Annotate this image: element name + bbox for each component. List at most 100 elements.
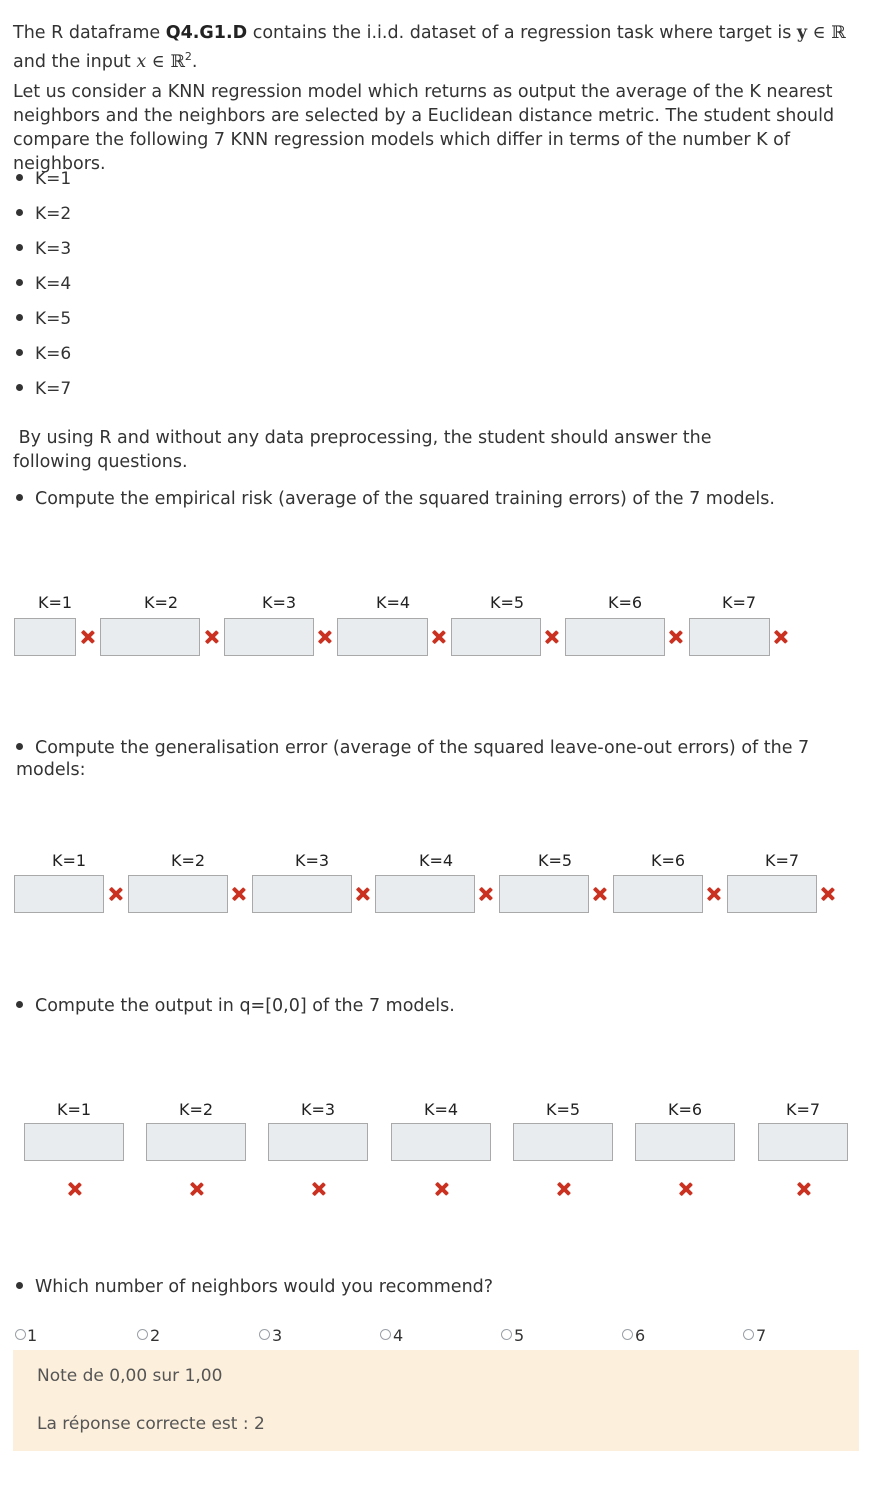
model-label: K=7	[35, 379, 72, 399]
column-label: K=1	[37, 593, 73, 612]
input-exponent: 2	[184, 50, 192, 63]
model-list-item: K=5	[16, 308, 71, 330]
model-label: K=1	[35, 169, 72, 189]
question-generalisation-error: Compute the generalisation error (averag…	[16, 737, 876, 781]
column-label: K=3	[300, 1100, 336, 1119]
radio-label: 6	[635, 1326, 646, 1345]
column-label: K=5	[537, 851, 573, 870]
intro-text: and the input	[13, 51, 137, 72]
radio-label: 3	[272, 1326, 283, 1345]
cross-icon	[773, 630, 787, 644]
cross-icon	[80, 630, 94, 644]
empirical-risk-input-k5[interactable]	[451, 618, 541, 656]
column-label: K=5	[489, 593, 525, 612]
generalisation-input-k2[interactable]	[128, 875, 228, 913]
column-label: K=6	[667, 1100, 703, 1119]
cross-icon	[355, 887, 369, 901]
dataset-name: Q4.G1.D	[165, 23, 248, 43]
radio-option-1[interactable]	[15, 1329, 26, 1340]
cross-icon	[231, 887, 245, 901]
real-set-symbol: ℝ	[831, 23, 846, 43]
intro-paragraph: The R dataframe Q4.G1.D contains the i.i…	[13, 21, 863, 74]
output-input-k4[interactable]	[391, 1123, 491, 1161]
element-of-symbol: ∈	[146, 51, 171, 72]
generalisation-input-k7[interactable]	[727, 875, 817, 913]
column-label: K=1	[51, 851, 87, 870]
empirical-risk-input-k4[interactable]	[337, 618, 428, 656]
output-input-k3[interactable]	[268, 1123, 368, 1161]
bullet-icon	[16, 313, 23, 321]
output-input-k2[interactable]	[146, 1123, 246, 1161]
question-text: Compute the generalisation error (averag…	[16, 738, 810, 780]
generalisation-input-k5[interactable]	[499, 875, 589, 913]
cross-icon	[668, 630, 682, 644]
column-label: K=4	[423, 1100, 459, 1119]
cross-icon	[204, 630, 218, 644]
column-label: K=6	[650, 851, 686, 870]
intro-text: The R dataframe	[13, 23, 166, 43]
empirical-risk-input-k7[interactable]	[689, 618, 770, 656]
cross-icon	[311, 1182, 325, 1196]
generalisation-input-k3[interactable]	[252, 875, 352, 913]
empirical-risk-input-k3[interactable]	[224, 618, 314, 656]
radio-label: 1	[27, 1326, 38, 1345]
model-list-item: K=2	[16, 203, 71, 225]
bullet-icon	[16, 742, 23, 750]
element-of-symbol: ∈	[807, 23, 832, 43]
cross-icon	[434, 1182, 448, 1196]
column-label: K=5	[545, 1100, 581, 1119]
output-input-k5[interactable]	[513, 1123, 613, 1161]
output-input-k7[interactable]	[758, 1123, 848, 1161]
bullet-icon	[16, 383, 23, 391]
question-text: Which number of neighbors would you reco…	[35, 1277, 494, 1297]
bullet-icon	[16, 278, 23, 286]
target-symbol: y	[796, 23, 808, 43]
radio-label: 4	[393, 1326, 404, 1345]
column-label: K=6	[607, 593, 643, 612]
model-label: K=4	[35, 274, 72, 294]
cross-icon	[317, 630, 331, 644]
column-label: K=2	[178, 1100, 214, 1119]
column-label: K=2	[170, 851, 206, 870]
column-label: K=7	[785, 1100, 821, 1119]
radio-option-7[interactable]	[743, 1329, 754, 1340]
input-space-symbol: ℝ	[170, 51, 185, 72]
model-list-item: K=7	[16, 378, 71, 400]
radio-option-5[interactable]	[501, 1329, 512, 1340]
cross-icon	[556, 1182, 570, 1196]
radio-label: 5	[514, 1326, 525, 1345]
output-input-k6[interactable]	[635, 1123, 735, 1161]
question-text: Compute the empirical risk (average of t…	[35, 489, 775, 509]
empirical-risk-input-k2[interactable]	[100, 618, 200, 656]
cross-icon	[67, 1182, 81, 1196]
column-label: K=1	[56, 1100, 92, 1119]
correct-answer-text: La réponse correcte est : 2	[37, 1414, 265, 1434]
radio-option-2[interactable]	[137, 1329, 148, 1340]
instructions-paragraph: By using R and without any data preproce…	[13, 426, 783, 474]
column-label: K=7	[721, 593, 757, 612]
empirical-risk-input-k6[interactable]	[565, 618, 665, 656]
radio-option-6[interactable]	[622, 1329, 633, 1340]
question-output-q: Compute the output in q=[0,0] of the 7 m…	[16, 995, 455, 1017]
cross-icon	[592, 887, 606, 901]
cross-icon	[108, 887, 122, 901]
empirical-risk-input-k1[interactable]	[14, 618, 76, 656]
bullet-icon	[16, 493, 23, 501]
model-list-item: K=4	[16, 273, 71, 295]
generalisation-input-k4[interactable]	[375, 875, 475, 913]
bullet-icon	[16, 348, 23, 356]
radio-option-4[interactable]	[380, 1329, 391, 1340]
model-list-item: K=6	[16, 343, 71, 365]
radio-option-3[interactable]	[259, 1329, 270, 1340]
description-paragraph: Let us consider a KNN regression model w…	[13, 82, 835, 174]
question-empirical-risk: Compute the empirical risk (average of t…	[16, 488, 775, 510]
cross-icon	[544, 630, 558, 644]
bullet-icon	[16, 173, 23, 181]
generalisation-input-k1[interactable]	[14, 875, 104, 913]
generalisation-input-k6[interactable]	[613, 875, 703, 913]
model-label: K=6	[35, 344, 72, 364]
bullet-icon	[16, 1000, 23, 1008]
output-input-k1[interactable]	[24, 1123, 124, 1161]
bullet-icon	[16, 208, 23, 216]
cross-icon	[706, 887, 720, 901]
